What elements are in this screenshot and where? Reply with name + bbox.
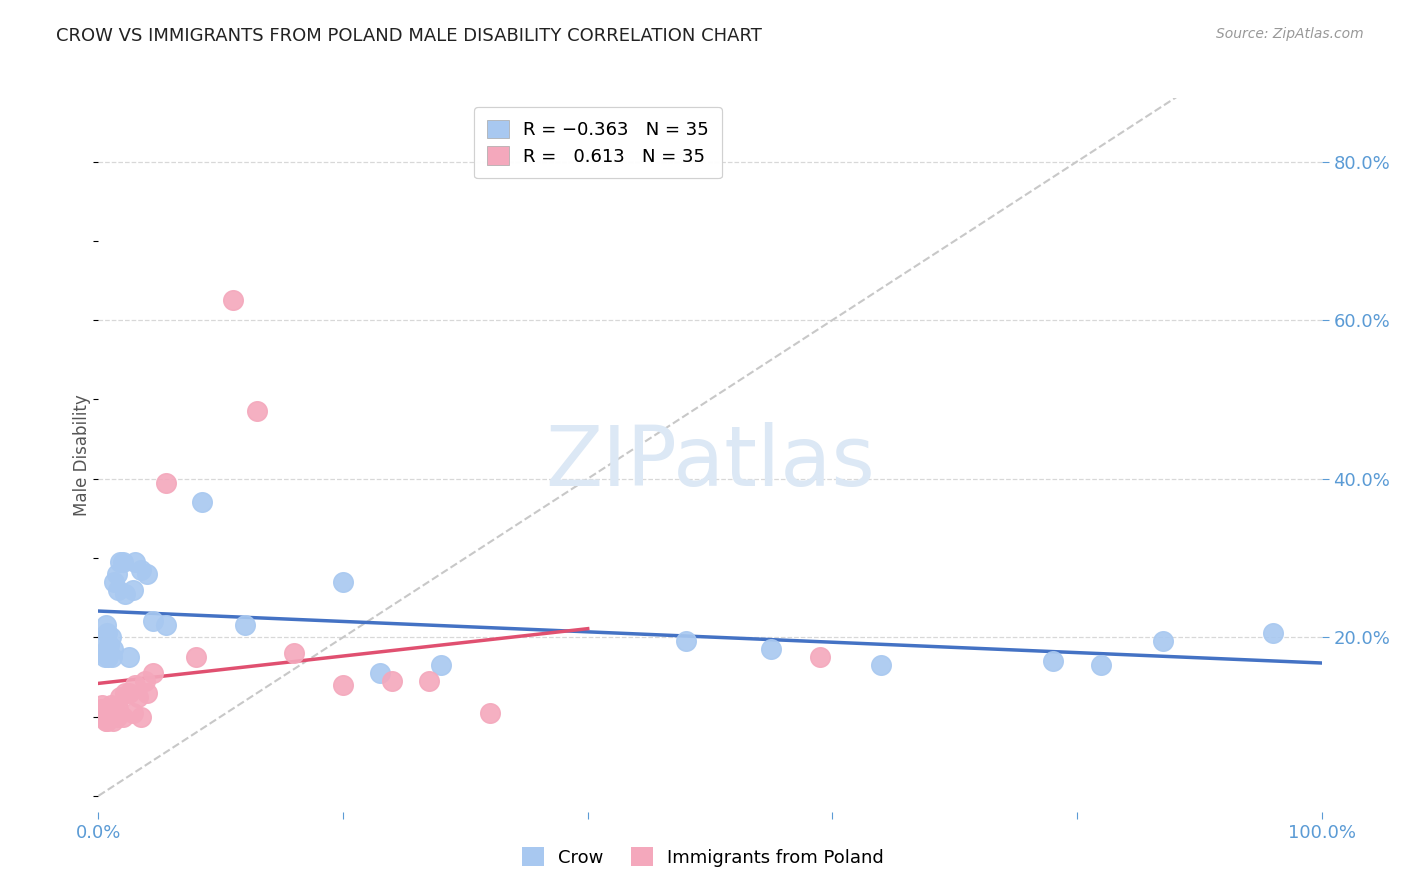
Point (118, 650, 141, 665)
Point (91, 646, 114, 660)
Point (105, 566, 128, 581)
Point (186, 650, 208, 665)
Point (142, 615, 165, 629)
Point (114, 587, 136, 601)
Text: CROW VS IMMIGRANTS FROM POLAND MALE DISABILITY CORRELATION CHART: CROW VS IMMIGRANTS FROM POLAND MALE DISA… (56, 27, 762, 45)
Point (103, 706, 125, 720)
Point (118, 686, 141, 700)
Point (1042, 654, 1064, 668)
Point (368, 665, 391, 680)
Point (155, 618, 177, 632)
Point (91, 698, 114, 712)
Point (98, 638, 121, 652)
Point (93, 650, 115, 665)
Point (107, 701, 129, 715)
Point (107, 582, 129, 597)
Point (101, 706, 124, 720)
Point (94, 714, 117, 728)
Point (121, 582, 143, 597)
Point (114, 686, 136, 700)
Point (110, 690, 132, 704)
Point (136, 566, 159, 581)
Point (97, 650, 120, 665)
Point (478, 706, 501, 720)
Point (136, 686, 159, 700)
Point (430, 658, 453, 673)
Point (103, 574, 125, 589)
Point (124, 555, 146, 569)
Y-axis label: Male Disability: Male Disability (73, 394, 91, 516)
Point (332, 574, 354, 589)
Point (111, 709, 134, 723)
Point (98, 709, 121, 723)
Point (93, 709, 115, 723)
Point (90, 634, 112, 648)
Point (808, 650, 831, 665)
Point (1090, 658, 1112, 673)
Point (91, 706, 114, 720)
Point (129, 709, 152, 723)
Text: ZIPatlas: ZIPatlas (546, 422, 875, 503)
Point (129, 563, 152, 577)
Point (124, 678, 146, 692)
Point (1261, 626, 1284, 640)
Point (121, 706, 143, 720)
Point (101, 650, 124, 665)
Point (155, 475, 177, 490)
Point (96, 714, 118, 728)
Point (332, 678, 354, 692)
Point (142, 665, 165, 680)
Point (246, 404, 269, 418)
Point (94, 618, 117, 632)
Point (191, 495, 214, 509)
Point (675, 634, 697, 648)
Point (1152, 634, 1174, 648)
Point (101, 642, 124, 657)
Point (111, 555, 134, 569)
Point (105, 709, 128, 723)
Point (100, 630, 122, 644)
Point (96, 626, 118, 640)
Point (283, 646, 305, 660)
Point (127, 690, 149, 704)
Point (761, 642, 783, 657)
Point (101, 714, 124, 728)
Point (90, 701, 112, 715)
Point (134, 673, 156, 688)
Point (100, 698, 122, 712)
Point (381, 673, 404, 688)
Legend: R = −0.363   N = 35, R =   0.613   N = 35: R = −0.363 N = 35, R = 0.613 N = 35 (474, 107, 721, 178)
Point (233, 618, 256, 632)
Legend: Crow, Immigrants from Poland: Crow, Immigrants from Poland (515, 840, 891, 874)
Point (110, 555, 132, 569)
Point (870, 658, 893, 673)
Text: Source: ZipAtlas.com: Source: ZipAtlas.com (1216, 27, 1364, 41)
Point (222, 293, 245, 308)
Point (97, 701, 120, 715)
Point (418, 673, 440, 688)
